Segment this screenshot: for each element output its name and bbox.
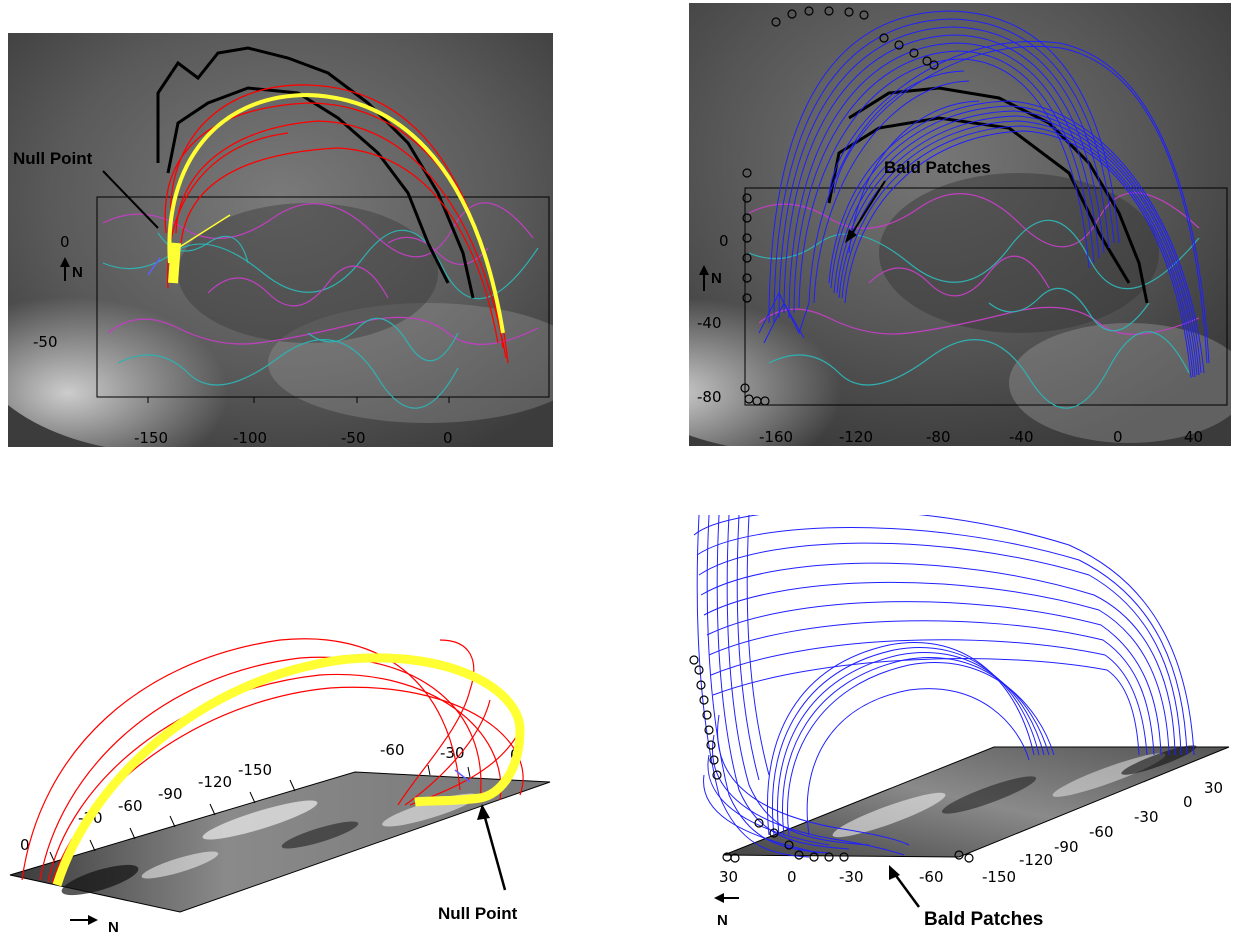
magnetogram-box — [744, 187, 1228, 406]
field-lines — [21, 638, 525, 887]
y-tick-label: -40 — [697, 314, 722, 332]
north-arrow: N — [714, 893, 739, 929]
annotation-arrow — [850, 180, 886, 236]
yellow-field-line-bundle — [52, 653, 525, 887]
bald-patch-markers — [689, 655, 974, 863]
panel-top-left: Null Point N 0 -50 -150 -100 -50 0 — [8, 33, 553, 447]
top-right-figure: Bald Patches N 0 -40 -80 -160 -120 -80 -… — [689, 3, 1231, 446]
y-tick-label: -80 — [697, 388, 722, 406]
red-field-line — [175, 120, 507, 359]
axis-tick-label: 0 — [1183, 793, 1193, 811]
axis-tick-label: -150 — [982, 868, 1016, 886]
null-point-label: Null Point — [438, 904, 518, 923]
axis-tick-label: 0 — [787, 868, 797, 886]
y-tick-label: 0 — [60, 233, 70, 251]
yellow-field-line-bundle — [167, 92, 505, 334]
bald-patch-markers — [740, 6, 939, 406]
x-tick-label: -50 — [341, 429, 366, 447]
axis-tick-label: 30 — [719, 868, 738, 886]
red-field-line — [39, 656, 482, 881]
axis-tick-label: -90 — [1054, 838, 1079, 856]
bottom-right-figure: -150 -120 -90 -60 -30 0 30 30 0 -30 -60 … — [689, 515, 1230, 930]
north-arrow: N — [60, 257, 83, 281]
field-lines — [147, 84, 509, 364]
north-arrow: N — [699, 265, 722, 291]
bald-patches-label: Bald Patches — [924, 909, 1043, 930]
magnetogram-texture — [832, 745, 1197, 838]
x-tick-label: -160 — [759, 428, 793, 446]
axis-tick-label: -60 — [1089, 823, 1114, 841]
annotation-arrow — [482, 813, 507, 891]
coronal-hole-outline — [156, 46, 475, 299]
north-label: N — [108, 919, 119, 936]
bottom-left-figure: -150 -120 -90 -60 -30 0 -60 -30 0 Null P… — [9, 638, 551, 936]
axis-tick-label: -120 — [1019, 851, 1053, 869]
x-tick-label: 40 — [1184, 428, 1203, 446]
blue-field-line-bundle — [693, 515, 1195, 858]
axis-tick-label: -60 — [380, 741, 405, 759]
panel-bottom-right: -150 -120 -90 -60 -30 0 30 30 0 -30 -60 … — [689, 515, 1234, 940]
red-field-line — [21, 638, 461, 881]
blue-line — [454, 769, 471, 783]
panel-bottom-left: -150 -120 -90 -60 -30 0 -60 -30 0 Null P… — [0, 620, 560, 940]
axis-tick-label: -90 — [158, 785, 183, 803]
north-arrow: N — [70, 915, 119, 936]
yellow-line — [177, 214, 231, 249]
y-tick-label: 0 — [719, 232, 729, 250]
axis-tick-label: -30 — [1134, 808, 1159, 826]
blue-line — [147, 257, 161, 276]
axis-tick-label: 30 — [1204, 779, 1223, 797]
magnetogram-box — [96, 196, 550, 398]
x-tick-label: 0 — [443, 429, 453, 447]
x-tick-label: -80 — [926, 428, 951, 446]
bright-region — [8, 213, 368, 447]
annotation-arrow — [892, 872, 921, 908]
annotation-arrow — [102, 170, 159, 229]
bald-patches-label: Bald Patches — [884, 158, 991, 177]
blue-field-line-bundle — [758, 10, 1210, 379]
red-field-line — [404, 699, 491, 806]
yellow-field-line-bundle — [168, 242, 181, 284]
axis-tick-label: -60 — [118, 797, 143, 815]
north-label: N — [72, 264, 83, 281]
top-left-figure: Null Point N 0 -50 -150 -100 -50 0 — [8, 33, 553, 447]
axis-tick-label: -150 — [238, 761, 272, 779]
north-label: N — [717, 912, 728, 929]
red-field-line — [180, 147, 499, 344]
axis-tick-label: -30 — [440, 744, 465, 762]
axis-tick-label: -60 — [919, 868, 944, 886]
red-field-line — [47, 673, 502, 883]
x-tick-label: -40 — [1009, 428, 1034, 446]
magnetic-contours — [102, 202, 539, 409]
x-tick-label: -150 — [134, 429, 168, 447]
axis-tick-label: 0 — [20, 836, 30, 854]
panel-top-right: Bald Patches N 0 -40 -80 -160 -120 -80 -… — [689, 3, 1231, 446]
axis-tick-label: -120 — [198, 773, 232, 791]
north-label: N — [711, 270, 722, 287]
null-point-label: Null Point — [13, 149, 93, 168]
axis-tick-label: -30 — [839, 868, 864, 886]
x-tick-label: -120 — [839, 428, 873, 446]
y-tick-label: -50 — [33, 333, 58, 351]
x-tick-label: 0 — [1113, 428, 1123, 446]
red-field-line — [397, 639, 475, 806]
x-tick-label: -100 — [233, 429, 267, 447]
